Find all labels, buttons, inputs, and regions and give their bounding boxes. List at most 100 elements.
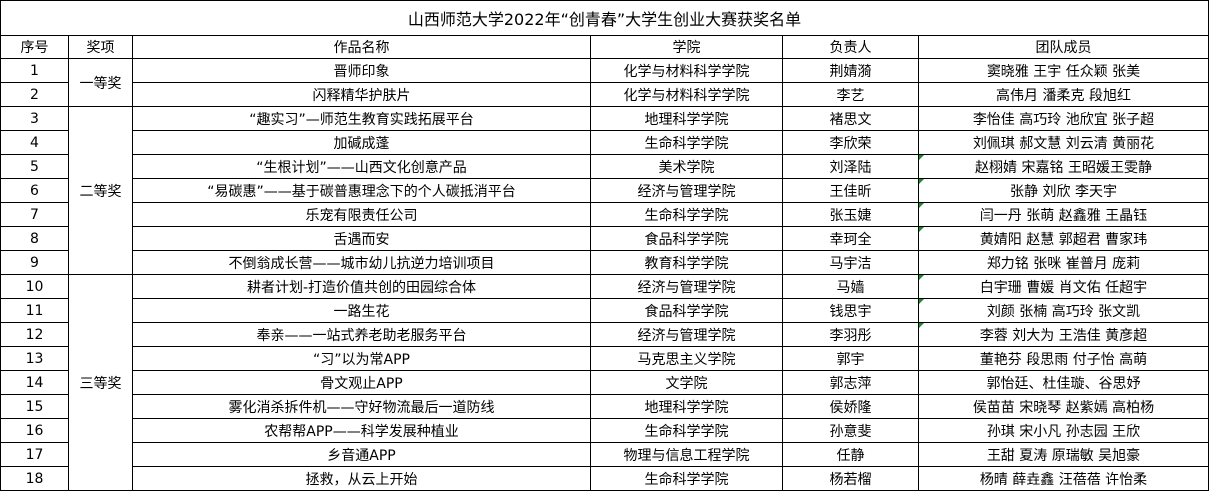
cell-members[interactable]: 郑力铭 张咪 崔普月 庞莉 [918, 250, 1209, 275]
cell-project[interactable]: 耕者计划-打造价值共创的田园综合体 [132, 274, 591, 299]
cell-no[interactable]: 15 [0, 394, 69, 419]
cell-leader[interactable]: 刘泽陆 [782, 154, 919, 179]
cell-award[interactable]: 三等奖 [68, 274, 133, 491]
cell-leader[interactable]: 钱思宇 [782, 298, 919, 323]
cell-project[interactable]: “习”以为常APP [132, 346, 591, 371]
header-project[interactable]: 作品名称 [132, 35, 591, 59]
cell-leader[interactable]: 幸珂全 [782, 226, 919, 251]
cell-college[interactable]: 生命科学学院 [590, 130, 783, 155]
cell-leader[interactable]: 任静 [782, 442, 919, 467]
cell-no[interactable]: 14 [0, 370, 69, 395]
header-members[interactable]: 团队成员 [918, 35, 1209, 59]
cell-no[interactable]: 2 [0, 82, 69, 107]
cell-college[interactable]: 马克思主义学院 [590, 346, 783, 371]
cell-members[interactable]: 赵栩婧 宋嘉铭 王昭媛王雯静 [918, 154, 1209, 179]
cell-members[interactable]: 杨晴 薛垚鑫 汪蓓蓓 许怡柔 [918, 466, 1209, 491]
header-award[interactable]: 奖项 [68, 35, 133, 59]
cell-project[interactable]: “易碳惠”——基于碳普惠理念下的个人碳抵消平台 [132, 178, 591, 203]
cell-college[interactable]: 生命科学学院 [590, 202, 783, 227]
cell-no[interactable]: 12 [0, 322, 69, 347]
cell-members[interactable]: 刘颜 张楠 高巧玲 张文凯 [918, 298, 1209, 323]
cell-leader[interactable]: 李羽彤 [782, 322, 919, 347]
cell-leader[interactable]: 孙意斐 [782, 418, 919, 443]
cell-leader[interactable]: 马嫱 [782, 274, 919, 299]
cell-members[interactable]: 孙琪 宋小凡 孙志园 王欣 [918, 418, 1209, 443]
cell-project[interactable]: 雾化消杀拆件机——守好物流最后一道防线 [132, 394, 591, 419]
cell-project[interactable]: 舌遇而安 [132, 226, 591, 251]
cell-project[interactable]: 闪释精华护肤片 [132, 82, 591, 107]
header-leader[interactable]: 负责人 [782, 35, 919, 59]
cell-leader[interactable]: 侯娇隆 [782, 394, 919, 419]
cell-project[interactable]: 不倒翁成长营——城市幼儿抗逆力培训项目 [132, 250, 591, 275]
cell-project[interactable]: 骨文观止APP [132, 370, 591, 395]
cell-members[interactable]: 李蓉 刘大为 王浩佳 黄彦超 [918, 322, 1209, 347]
cell-college[interactable]: 地理科学学院 [590, 394, 783, 419]
cell-leader[interactable]: 杨若榴 [782, 466, 919, 491]
cell-project[interactable]: 一路生花 [132, 298, 591, 323]
cell-college[interactable]: 美术学院 [590, 154, 783, 179]
cell-leader[interactable]: 褚思文 [782, 106, 919, 131]
cell-leader[interactable]: 郭宇 [782, 346, 919, 371]
cell-members[interactable]: 郭怡廷、杜佳璇、谷思妤 [918, 370, 1209, 395]
cell-members[interactable]: 刘佩琪 郝文慧 刘云清 黄丽花 [918, 130, 1209, 155]
cell-members[interactable]: 王甜 夏涛 原瑞敏 吴旭豪 [918, 442, 1209, 467]
cell-college[interactable]: 生命科学学院 [590, 418, 783, 443]
cell-no[interactable]: 5 [0, 154, 69, 179]
cell-members[interactable]: 张静 刘欣 李天宇 [918, 178, 1209, 203]
cell-no[interactable]: 1 [0, 58, 69, 83]
cell-no[interactable]: 6 [0, 178, 69, 203]
cell-college[interactable]: 文学院 [590, 370, 783, 395]
cell-no[interactable]: 9 [0, 250, 69, 275]
cell-project[interactable]: 农帮帮APP——科学发展种植业 [132, 418, 591, 443]
cell-leader[interactable]: 李艺 [782, 82, 919, 107]
cell-no[interactable]: 11 [0, 298, 69, 323]
cell-college[interactable]: 经济与管理学院 [590, 274, 783, 299]
cell-members[interactable]: 黄婧阳 赵慧 郭超君 曹家玮 [918, 226, 1209, 251]
cell-members[interactable]: 董艳芬 段思雨 付子怡 高萌 [918, 346, 1209, 371]
cell-no[interactable]: 4 [0, 130, 69, 155]
cell-members[interactable]: 白宇珊 曹媛 肖文佑 任超宇 [918, 274, 1209, 299]
cell-college[interactable]: 教育科学学院 [590, 250, 783, 275]
cell-college[interactable]: 化学与材料科学学院 [590, 58, 783, 83]
cell-college[interactable]: 食品科学学院 [590, 226, 783, 251]
cell-no[interactable]: 16 [0, 418, 69, 443]
cell-no[interactable]: 3 [0, 106, 69, 131]
cell-leader[interactable]: 张玉婕 [782, 202, 919, 227]
cell-college[interactable]: 生命科学学院 [590, 466, 783, 491]
cell-college[interactable]: 地理科学学院 [590, 106, 783, 131]
cell-award[interactable]: 二等奖 [68, 106, 133, 275]
cell-members[interactable]: 侯苗苗 宋晓琴 赵紫嫣 高柏杨 [918, 394, 1209, 419]
cell-college[interactable]: 食品科学学院 [590, 298, 783, 323]
cell-project[interactable]: 晋师印象 [132, 58, 591, 83]
cell-no[interactable]: 8 [0, 226, 69, 251]
table-title[interactable]: 山西师范大学2022年“创青春”大学生创业大赛获奖名单 [0, 0, 1209, 36]
cell-leader[interactable]: 荆婧漪 [782, 58, 919, 83]
cell-no[interactable]: 13 [0, 346, 69, 371]
cell-project[interactable]: 乡音通APP [132, 442, 591, 467]
cell-project[interactable]: 奉亲——一站式养老助老服务平台 [132, 322, 591, 347]
header-college[interactable]: 学院 [590, 35, 783, 59]
cell-leader[interactable]: 郭志萍 [782, 370, 919, 395]
cell-leader[interactable]: 马宇洁 [782, 250, 919, 275]
cell-members[interactable]: 闫一丹 张萌 赵鑫雅 王晶钰 [918, 202, 1209, 227]
cell-members[interactable]: 李怡佳 高巧玲 池欣宜 张子超 [918, 106, 1209, 131]
cell-no[interactable]: 17 [0, 442, 69, 467]
cell-members[interactable]: 高伟月 潘柔克 段旭红 [918, 82, 1209, 107]
cell-college[interactable]: 经济与管理学院 [590, 322, 783, 347]
cell-members[interactable]: 窦晓雅 王宇 任众颖 张美 [918, 58, 1209, 83]
cell-project[interactable]: 乐宠有限责任公司 [132, 202, 591, 227]
cell-no[interactable]: 10 [0, 274, 69, 299]
cell-project[interactable]: 拯救，从云上开始 [132, 466, 591, 491]
header-no[interactable]: 序号 [0, 35, 69, 59]
cell-college[interactable]: 化学与材料科学学院 [590, 82, 783, 107]
cell-no[interactable]: 7 [0, 202, 69, 227]
cell-project[interactable]: “趣实习”—师范生教育实践拓展平台 [132, 106, 591, 131]
cell-leader[interactable]: 王佳昕 [782, 178, 919, 203]
cell-project[interactable]: “生根计划”——山西文化创意产品 [132, 154, 591, 179]
cell-leader[interactable]: 李欣荣 [782, 130, 919, 155]
cell-award[interactable]: 一等奖 [68, 58, 133, 107]
cell-college[interactable]: 物理与信息工程学院 [590, 442, 783, 467]
cell-project[interactable]: 加碱成蓬 [132, 130, 591, 155]
cell-college[interactable]: 经济与管理学院 [590, 178, 783, 203]
cell-no[interactable]: 18 [0, 466, 69, 491]
